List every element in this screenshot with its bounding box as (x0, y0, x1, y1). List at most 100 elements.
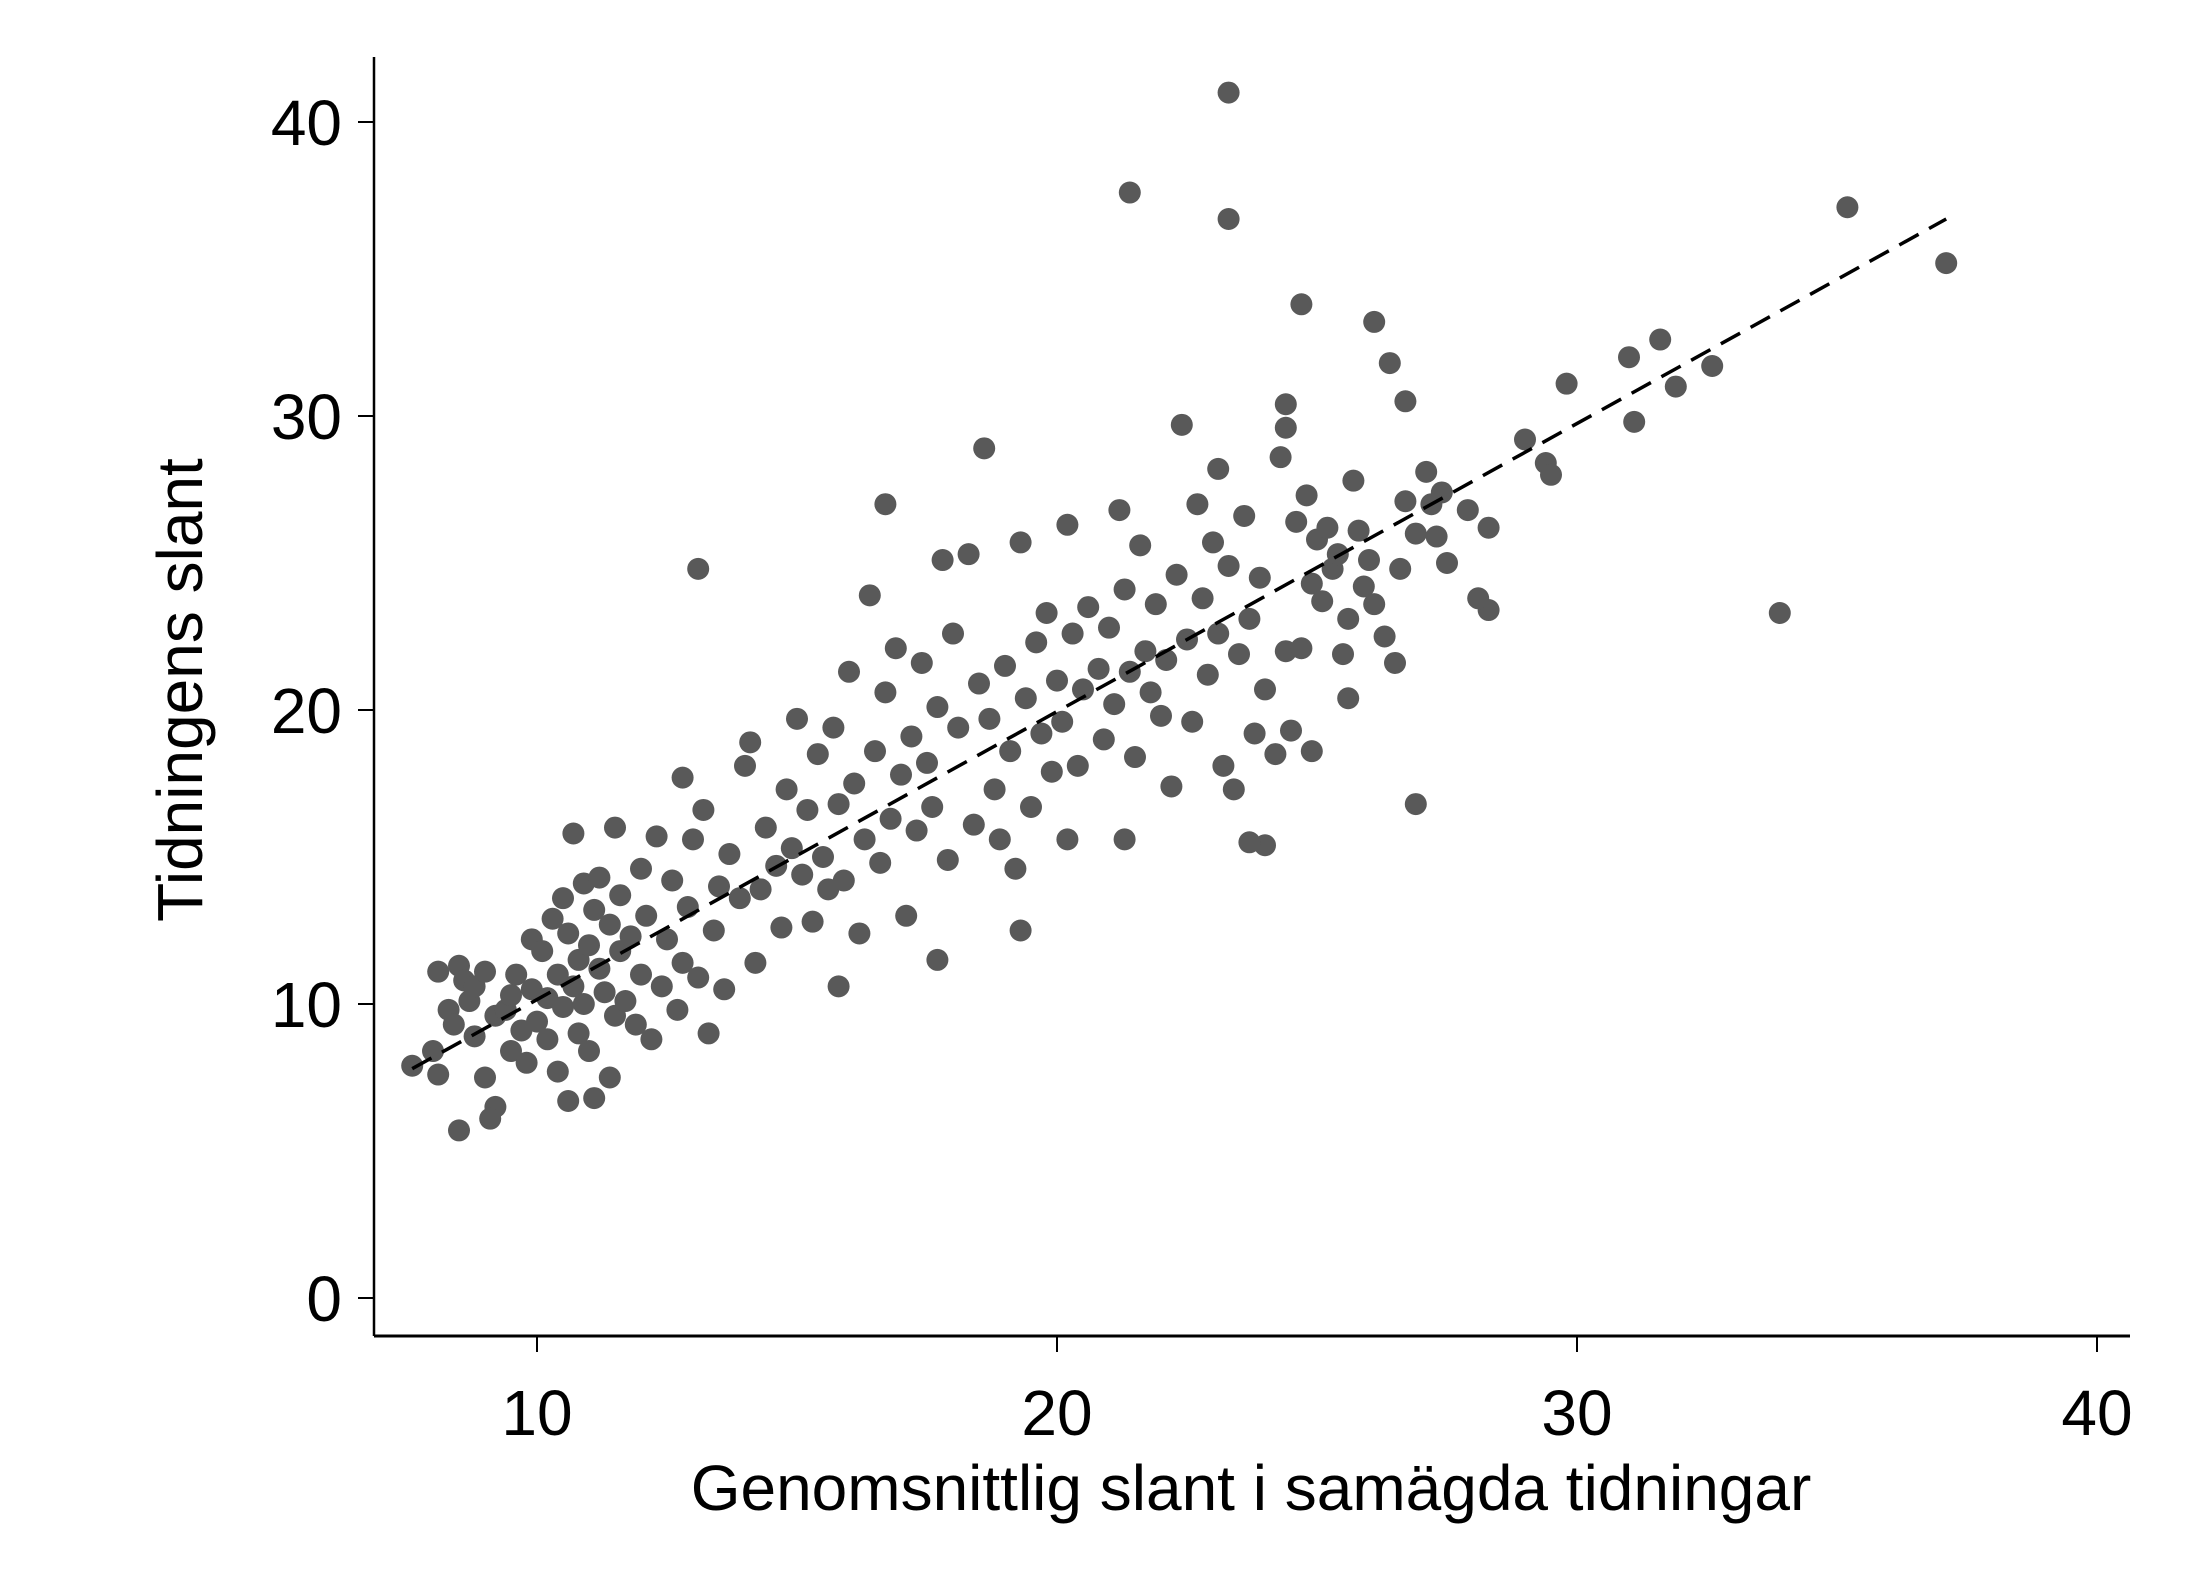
data-point (567, 1022, 590, 1045)
data-point (1202, 531, 1224, 554)
data-point (957, 543, 980, 566)
data-point (630, 963, 652, 986)
data-point (552, 995, 574, 1018)
data-point (962, 813, 985, 836)
data-point (900, 725, 923, 748)
data-point (1404, 793, 1427, 816)
data-point (1623, 410, 1646, 433)
data-point (801, 910, 824, 933)
data-point (1113, 828, 1136, 851)
data-point (598, 913, 621, 936)
data-point (874, 493, 897, 516)
data-point (1540, 463, 1562, 486)
data-point (1290, 637, 1313, 660)
data-point (474, 960, 496, 983)
data-point (1150, 704, 1172, 727)
data-point (1191, 587, 1214, 610)
data-point (827, 793, 850, 816)
data-point (796, 798, 819, 821)
data-point (1113, 578, 1136, 601)
data-point (401, 1054, 424, 1077)
data-point (1430, 481, 1453, 504)
data-point (708, 875, 730, 898)
data-point (1274, 393, 1297, 416)
data-point (1222, 778, 1245, 801)
data-point (536, 1028, 559, 1051)
data-point (557, 1090, 580, 1113)
data-point (1404, 522, 1427, 545)
data-point (1389, 557, 1412, 580)
data-point (1035, 601, 1058, 624)
x-tick-label: 20 (1021, 1377, 1092, 1449)
data-point (604, 816, 626, 839)
data-point (905, 819, 928, 842)
data-point (910, 651, 933, 674)
data-point (1014, 687, 1037, 710)
data-point (1280, 719, 1302, 742)
data-point (973, 437, 996, 460)
data-point (692, 798, 715, 821)
data-point (1269, 446, 1292, 469)
data-point (697, 1022, 720, 1045)
data-point (843, 772, 866, 795)
data-point (1207, 622, 1230, 645)
x-ticks: 10 20 30 40 (501, 1336, 2133, 1449)
data-point (687, 557, 710, 580)
data-point (1467, 587, 1490, 610)
data-point (1238, 831, 1261, 854)
data-point (853, 828, 876, 851)
data-point (806, 743, 829, 766)
data-point (1108, 499, 1131, 522)
data-point (770, 916, 793, 939)
data-point (1072, 678, 1094, 701)
data-point (739, 731, 762, 754)
data-point (926, 948, 949, 971)
data-point (427, 1063, 450, 1086)
data-point (1935, 252, 1958, 275)
data-point (1649, 328, 1672, 351)
data-point (1316, 516, 1339, 539)
data-point (1103, 693, 1126, 716)
x-tick-label: 40 (2061, 1377, 2132, 1449)
data-point (1290, 293, 1313, 316)
fit-line (411, 217, 1948, 1071)
data-point (1342, 469, 1365, 492)
y-tick-label: 40 (271, 87, 342, 159)
data-point (848, 922, 871, 945)
data-point (864, 740, 886, 763)
data-point (661, 869, 684, 892)
data-point (1415, 460, 1438, 483)
data-point (874, 681, 897, 704)
data-point (916, 751, 938, 774)
data-point (593, 981, 616, 1004)
data-point (983, 778, 1006, 801)
data-point (1238, 607, 1261, 630)
data-point (1196, 663, 1219, 686)
data-point (1295, 484, 1318, 507)
data-point (1144, 593, 1167, 616)
data-point (1217, 554, 1240, 577)
data-point (442, 1013, 465, 1036)
data-point (1160, 775, 1183, 798)
data-point (1300, 740, 1323, 763)
data-point (583, 898, 606, 921)
data-point (786, 707, 808, 730)
data-point (734, 754, 756, 777)
data-point (427, 960, 450, 983)
x-tick-label: 30 (1541, 1377, 1612, 1449)
data-point (1212, 754, 1235, 777)
data-point (546, 963, 569, 986)
data-point (744, 951, 767, 974)
y-tick-label: 0 (306, 1263, 342, 1335)
data-point (614, 990, 637, 1013)
data-point (999, 740, 1022, 763)
data-point (619, 925, 642, 948)
data-point (500, 1040, 522, 1063)
data-point (775, 778, 798, 801)
y-axis-title: Tidningens slant (144, 458, 216, 922)
data-point (583, 1087, 606, 1110)
data-point (1254, 678, 1276, 701)
data-point (947, 716, 970, 739)
data-point (1129, 534, 1152, 557)
data-point (635, 904, 658, 927)
